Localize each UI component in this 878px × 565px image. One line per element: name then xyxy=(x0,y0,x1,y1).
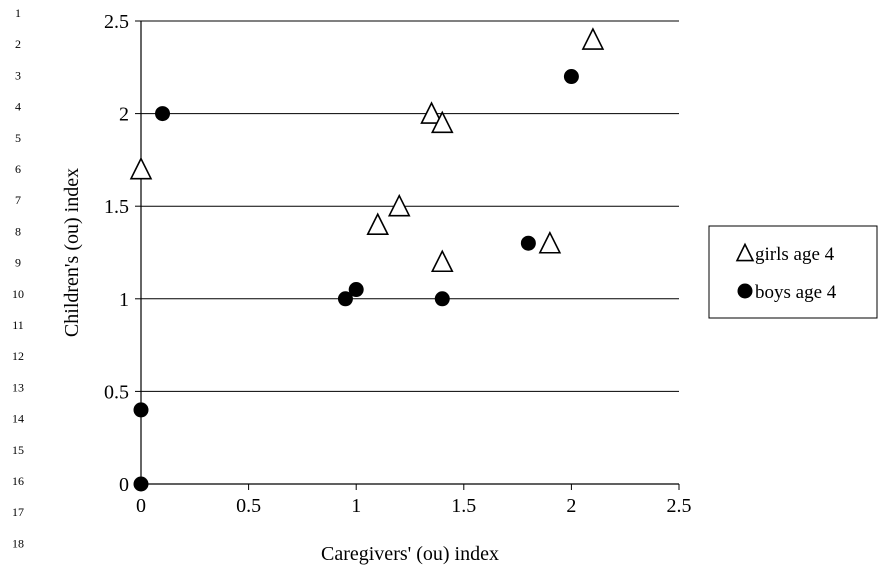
data-marks xyxy=(129,27,605,492)
legend-label: boys age 4 xyxy=(755,282,837,303)
girls-point xyxy=(430,249,454,273)
x-tick-label: 2 xyxy=(566,495,576,517)
girls-point xyxy=(581,27,605,50)
line-number: 11 xyxy=(12,318,24,332)
axes xyxy=(135,20,680,490)
y-tick-label: 2 xyxy=(119,104,129,126)
x-tick-label: 1 xyxy=(351,495,361,517)
x-tick-label: 2.5 xyxy=(667,495,692,517)
girls-point xyxy=(366,212,390,236)
boys-point xyxy=(520,235,536,251)
line-number: 2 xyxy=(15,37,21,51)
x-tick-label: 0 xyxy=(136,495,146,517)
y-tick-label: 0 xyxy=(119,474,129,496)
line-number: 8 xyxy=(15,224,21,238)
gridlines xyxy=(141,20,679,485)
boys-point xyxy=(337,291,353,307)
x-axis-label: Caregivers' (ou) index xyxy=(321,543,499,565)
line-number: 15 xyxy=(12,443,24,457)
line-number: 12 xyxy=(12,349,24,363)
line-number: 14 xyxy=(12,412,24,426)
series-girls-age-4 xyxy=(129,27,605,273)
y-axis-label: Children's (ou) index xyxy=(61,168,83,337)
legend-marker xyxy=(735,242,755,262)
girls-point xyxy=(430,110,454,134)
boys-point xyxy=(434,291,450,307)
y-tick-label: 1.5 xyxy=(104,196,129,218)
legend-label: girls age 4 xyxy=(755,244,835,265)
line-number: 4 xyxy=(15,100,21,114)
line-number: 3 xyxy=(15,68,21,82)
line-number: 7 xyxy=(15,193,21,207)
line-number: 10 xyxy=(12,287,24,301)
line-number: 16 xyxy=(12,474,24,488)
series-boys-age-4 xyxy=(133,69,579,492)
girls-point xyxy=(420,101,443,124)
x-tick-label: 0.5 xyxy=(236,495,261,517)
boys-point xyxy=(133,402,149,418)
boys-point xyxy=(348,282,364,298)
line-number: 5 xyxy=(15,131,21,145)
boys-point xyxy=(563,69,579,85)
line-number: 18 xyxy=(12,536,24,550)
tick-labels: 0 0.5 1 1.5 2 2.5 0 0.5 1 1.5 2 2.5 xyxy=(104,11,692,517)
legend-box xyxy=(708,225,878,319)
y-tick-label: 0.5 xyxy=(104,381,129,403)
line-number: 17 xyxy=(12,505,24,519)
girls-point xyxy=(129,156,153,180)
boys-point xyxy=(155,106,171,122)
y-tick-label: 1 xyxy=(119,289,129,311)
line-number: 13 xyxy=(12,380,24,394)
x-tick-label: 1.5 xyxy=(451,495,476,517)
legend-marker xyxy=(737,283,753,299)
line-number: 9 xyxy=(15,256,21,270)
line-number: 6 xyxy=(15,162,21,176)
girls-point xyxy=(538,230,562,254)
boys-point xyxy=(133,476,149,492)
line-number: 1 xyxy=(15,6,21,20)
girls-point xyxy=(387,193,411,217)
y-tick-label: 2.5 xyxy=(104,11,129,33)
legend: girls age 4 boys age 4 xyxy=(708,225,878,319)
